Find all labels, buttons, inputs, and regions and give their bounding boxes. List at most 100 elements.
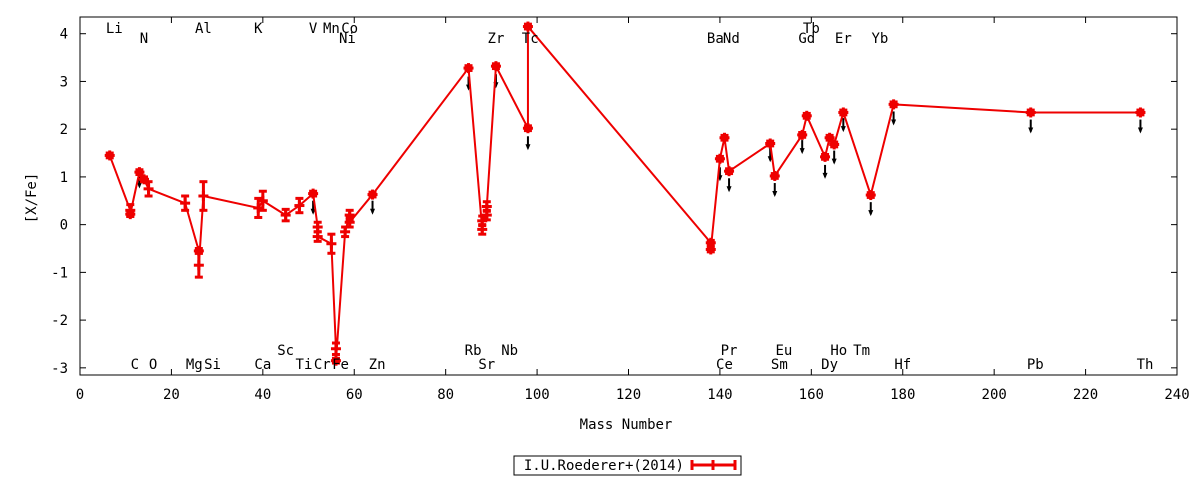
upper-limit-arrow bbox=[891, 119, 897, 126]
element-label: Ho bbox=[830, 343, 847, 359]
upper-limit-arrow bbox=[310, 208, 316, 215]
element-label: Fe bbox=[332, 357, 349, 373]
legend-swatch bbox=[690, 460, 737, 470]
x-tick-label: 220 bbox=[1073, 387, 1098, 403]
element-label: Si bbox=[204, 357, 221, 373]
data-point bbox=[481, 200, 492, 213]
y-tick-label: -2 bbox=[51, 313, 68, 329]
data-point bbox=[134, 167, 145, 178]
upper-limit-arrow bbox=[799, 148, 805, 155]
element-label: K bbox=[254, 21, 263, 37]
data-point bbox=[125, 209, 136, 220]
data-point bbox=[330, 341, 341, 356]
x-tick-label: 60 bbox=[346, 387, 363, 403]
element-label: Zn bbox=[369, 357, 386, 373]
data-point bbox=[308, 188, 319, 199]
element-label: Sc bbox=[277, 343, 294, 359]
element-label: Yb bbox=[871, 31, 888, 47]
upper-limit-arrow bbox=[525, 144, 531, 151]
element-label: C bbox=[131, 357, 139, 373]
element-label: Pb bbox=[1027, 357, 1044, 373]
x-tick-label: 160 bbox=[799, 387, 824, 403]
element-label: Ti bbox=[296, 357, 313, 373]
element-label: O bbox=[149, 357, 157, 373]
data-point bbox=[522, 123, 533, 134]
element-label: Er bbox=[835, 31, 852, 47]
element-label: Al bbox=[195, 21, 212, 37]
data-point bbox=[522, 21, 533, 32]
y-tick-label: 2 bbox=[60, 122, 68, 138]
element-label: Rb bbox=[465, 343, 482, 359]
axis-ticks: 0 20 40 60 80 100 120 140 160 180 200 220 240 -3 -2 -1 0… bbox=[51, 17, 1190, 403]
data-point bbox=[724, 166, 735, 177]
element-label: Eu bbox=[775, 343, 792, 359]
data-point bbox=[714, 153, 725, 164]
element-label: Nd bbox=[723, 31, 740, 47]
element-label: Hf bbox=[894, 357, 911, 373]
x-tick-label: 0 bbox=[76, 387, 84, 403]
upper-limit-arrow bbox=[868, 210, 874, 217]
element-label: Pr bbox=[721, 343, 738, 359]
x-tick-label: 180 bbox=[890, 387, 915, 403]
y-tick-label: 3 bbox=[60, 74, 68, 90]
upper-limit-arrow bbox=[1028, 127, 1034, 134]
y-tick-label: -1 bbox=[51, 265, 68, 281]
element-label: Mn bbox=[323, 21, 340, 37]
data-point bbox=[824, 132, 835, 143]
element-label: N bbox=[140, 31, 148, 47]
data-point bbox=[198, 180, 209, 212]
upper-limit-markers bbox=[136, 74, 1143, 217]
element-label: V bbox=[309, 21, 318, 37]
element-label: Gd bbox=[798, 31, 815, 47]
y-tick-label: 1 bbox=[60, 170, 68, 186]
data-point bbox=[463, 63, 474, 74]
element-label: Dy bbox=[821, 357, 838, 373]
data-point bbox=[330, 355, 341, 366]
data-point bbox=[797, 129, 808, 140]
data-point bbox=[257, 189, 268, 212]
element-label: Ni bbox=[339, 31, 356, 47]
upper-limit-arrow bbox=[772, 191, 778, 198]
data-point bbox=[490, 61, 501, 72]
data-point bbox=[280, 207, 291, 223]
y-axis-title: [X/Fe] bbox=[24, 173, 40, 224]
x-tick-label: 240 bbox=[1164, 387, 1189, 403]
element-label: Zr bbox=[488, 31, 505, 47]
legend-label: I.U.Roederer+(2014) bbox=[524, 458, 684, 474]
element-label: Sm bbox=[771, 357, 788, 373]
legend-box bbox=[513, 455, 742, 476]
data-point bbox=[193, 251, 204, 279]
element-label: Ce bbox=[716, 357, 733, 373]
data-point bbox=[765, 138, 776, 149]
element-label: Th bbox=[1137, 357, 1154, 373]
element-label: Tb bbox=[803, 21, 820, 37]
data-point bbox=[180, 194, 191, 212]
x-tick-label: 140 bbox=[707, 387, 732, 403]
data-point bbox=[1025, 107, 1036, 118]
element-label: Ca bbox=[254, 357, 271, 373]
data-point bbox=[344, 215, 355, 229]
x-tick-label: 100 bbox=[524, 387, 549, 403]
data-point bbox=[312, 230, 323, 243]
x-tick-label: 80 bbox=[437, 387, 454, 403]
data-point bbox=[888, 99, 899, 110]
data-point bbox=[829, 139, 840, 150]
upper-limit-arrow bbox=[831, 158, 837, 165]
upper-limit-arrow bbox=[370, 208, 376, 215]
data-point bbox=[801, 110, 812, 121]
data-point bbox=[138, 174, 149, 185]
element-label: Ba bbox=[707, 31, 724, 47]
y-tick-label: 0 bbox=[60, 218, 68, 234]
data-point bbox=[294, 196, 305, 215]
x-tick-label: 20 bbox=[163, 387, 180, 403]
data-point bbox=[143, 180, 154, 198]
y-tick-label: -3 bbox=[51, 361, 68, 377]
x-tick-label: 200 bbox=[982, 387, 1007, 403]
element-label: Tm bbox=[853, 343, 870, 359]
data-point bbox=[104, 150, 115, 161]
data-point bbox=[719, 132, 730, 143]
x-tick-label: 120 bbox=[616, 387, 641, 403]
